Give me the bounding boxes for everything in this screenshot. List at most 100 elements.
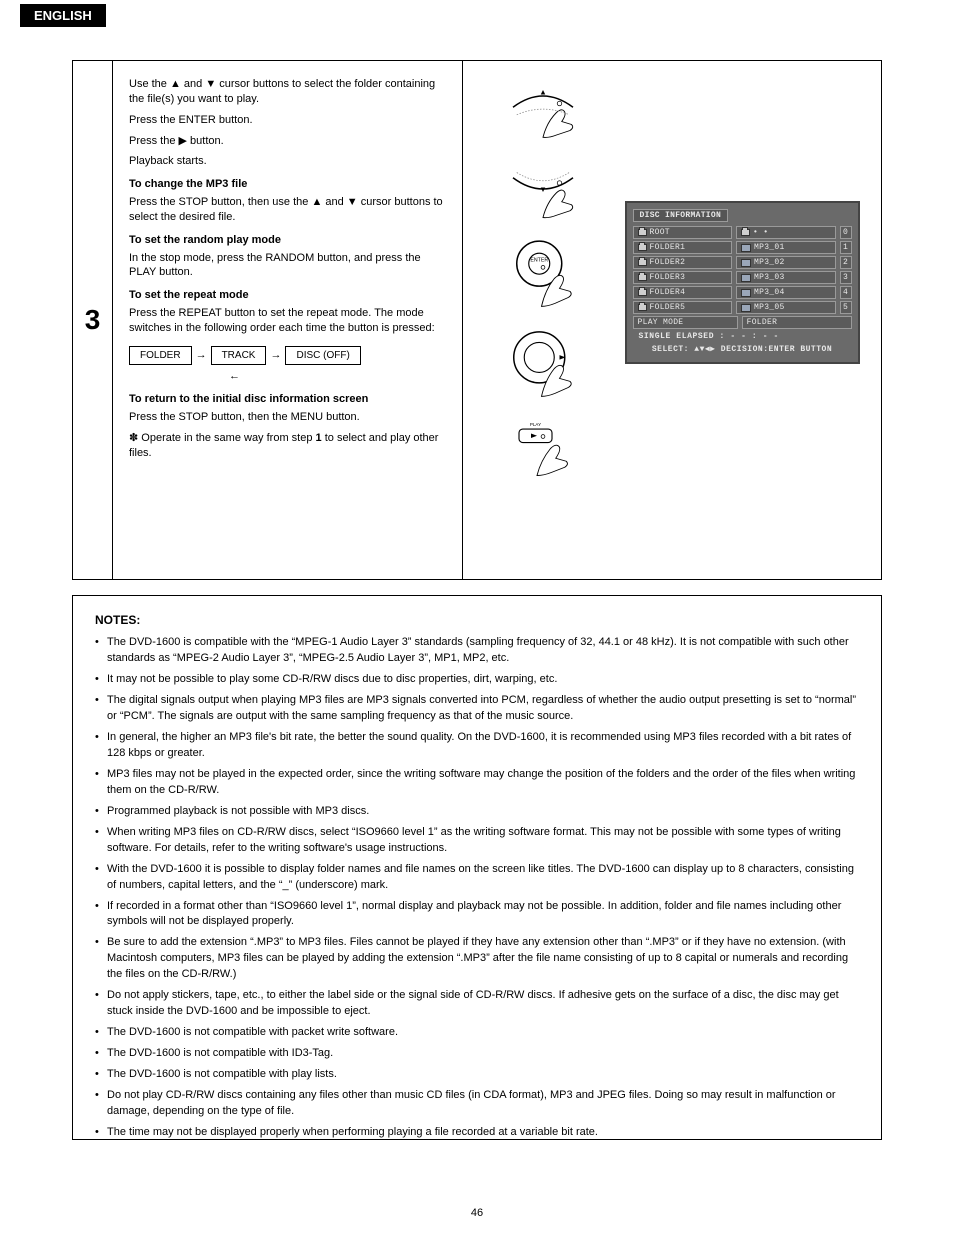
osd-row: FOLDER2 MP3_02 2	[633, 256, 852, 269]
osd-index: 3	[840, 271, 852, 284]
mp3-icon	[741, 304, 751, 312]
osd-folder-cell: FOLDER2	[633, 256, 733, 269]
note-item: The DVD-1600 is not compatible with play…	[95, 1067, 859, 1083]
instr-line: Press the ▶ button.	[129, 134, 446, 149]
osd-index: 5	[840, 301, 852, 314]
notes-frame: NOTES: The DVD-1600 is compatible with t…	[72, 595, 882, 1140]
osd-index: 2	[840, 256, 852, 269]
osd-row: ROOT • • 0	[633, 226, 852, 239]
osd-row: FOLDER1 MP3_01 1	[633, 241, 852, 254]
osd-file-cell: MP3_02	[736, 256, 836, 269]
heading-random-mode: To set the random play mode	[129, 233, 446, 248]
folder-icon	[638, 289, 647, 296]
osd-file-cell: MP3_01	[736, 241, 836, 254]
osd-row: FOLDER3 MP3_03 3	[633, 271, 852, 284]
note-item: It may not be possible to play some CD-R…	[95, 672, 859, 688]
down-triangle-icon: ▼	[347, 196, 358, 208]
instr-line: Press the REPEAT button to set the repea…	[129, 306, 446, 336]
txt: button.	[187, 135, 224, 147]
heading-change-file: To change the MP3 file	[129, 177, 446, 192]
notes-list: The DVD-1600 is compatible with the “MPE…	[95, 635, 859, 1140]
osd-playmode-label: PLAY MODE	[633, 316, 738, 329]
instr-line: Playback starts.	[129, 154, 446, 169]
osd-screen: DISC INFORMATION ROOT • • 0 FOLDER1 MP3_…	[625, 201, 860, 364]
mp3-icon	[741, 244, 751, 252]
txt: MP3_03	[754, 273, 785, 282]
note-item: Programmed playback is not possible with…	[95, 804, 859, 820]
instruction-frame: 3 Use the ▲ and ▼ cursor buttons to sele…	[72, 60, 882, 580]
osd-row: FOLDER4 MP3_04 4	[633, 286, 852, 299]
flow-box: DISC (OFF)	[285, 346, 360, 366]
txt: Press the	[129, 135, 179, 147]
osd-file-cell: MP3_03	[736, 271, 836, 284]
osd-file-cell: • •	[736, 226, 836, 239]
txt: FOLDER3	[650, 273, 686, 282]
arrow-right-icon: →	[270, 348, 281, 363]
osd-row: FOLDER5 MP3_05 5	[633, 301, 852, 314]
osd-title: DISC INFORMATION	[633, 209, 729, 222]
osd-index: 4	[840, 286, 852, 299]
instr-line: Press the STOP button, then the MENU but…	[129, 410, 446, 425]
folder-icon	[638, 304, 647, 311]
note-item: Do not apply stickers, tape, etc., to ei…	[95, 988, 859, 1020]
osd-file-cell: MP3_04	[736, 286, 836, 299]
txt: FOLDER2	[650, 258, 686, 267]
up-triangle-icon: ▲	[311, 196, 322, 208]
txt: MP3_04	[754, 288, 785, 297]
note-item: MP3 files may not be played in the expec…	[95, 767, 859, 799]
osd-index: 1	[840, 241, 852, 254]
note-item: Do not play CD-R/RW discs containing any…	[95, 1088, 859, 1120]
folder-icon	[741, 229, 750, 236]
osd-screen-wrap: DISC INFORMATION ROOT • • 0 FOLDER1 MP3_…	[613, 81, 871, 559]
hand-press-up-icon	[498, 81, 588, 141]
osd-playmode-value: FOLDER	[742, 316, 852, 329]
osd-folder-cell: FOLDER3	[633, 271, 733, 284]
mp3-icon	[741, 259, 751, 267]
repeat-mode-flow: FOLDER → TRACK → DISC (OFF)	[129, 346, 446, 366]
down-triangle-icon: ▼	[205, 78, 216, 90]
txt: FOLDER5	[650, 303, 686, 312]
arrow-left-icon: ←	[229, 369, 446, 384]
hand-press-enter-icon: ENTER	[498, 237, 588, 309]
hand-press-down-icon	[498, 159, 588, 219]
enter-label: ENTER	[530, 257, 548, 263]
mp3-icon	[741, 289, 751, 297]
hand-press-play-side-icon	[498, 327, 588, 399]
txt: and	[322, 196, 346, 208]
note-item: If recorded in a format other than “ISO9…	[95, 899, 859, 931]
note-item: The time may not be displayed properly w…	[95, 1125, 859, 1141]
osd-folder-cell: FOLDER4	[633, 286, 733, 299]
arrow-right-icon: →	[196, 348, 207, 363]
osd-playmode-row: PLAY MODE FOLDER	[633, 316, 852, 329]
play-triangle-icon	[531, 434, 537, 439]
note-item: Be sure to add the extension “.MP3” to M…	[95, 935, 859, 983]
note-item: When writing MP3 files on CD-R/RW discs,…	[95, 825, 859, 857]
notes-heading: NOTES:	[95, 612, 859, 629]
osd-index: 0	[840, 226, 852, 239]
heading-repeat-mode: To set the repeat mode	[129, 288, 446, 303]
note-item: With the DVD-1600 it is possible to disp…	[95, 862, 859, 894]
note-item: The DVD-1600 is not compatible with pack…	[95, 1025, 859, 1041]
play-label: PLAY	[530, 422, 541, 427]
flow-box: TRACK	[211, 346, 267, 366]
folder-icon	[638, 259, 647, 266]
osd-hint: SELECT: ▲▼◀▶ DECISION:ENTER BUTTON	[633, 344, 852, 354]
osd-file-cell: MP3_05	[736, 301, 836, 314]
osd-folder-cell: ROOT	[633, 226, 733, 239]
illustration-column: ENTER PLAY DISC INFORMATION	[463, 61, 881, 579]
txt: and	[181, 78, 205, 90]
play-triangle-icon: ▶	[179, 135, 187, 147]
instr-line: Press the STOP button, then use the ▲ an…	[129, 195, 446, 225]
txt: ✽ Operate in the same way from step	[129, 432, 316, 444]
txt: MP3_05	[754, 303, 785, 312]
mp3-icon	[741, 274, 751, 282]
heading-return-screen: To return to the initial disc informatio…	[129, 392, 446, 407]
step-number: 3	[73, 61, 113, 579]
folder-icon	[638, 274, 647, 281]
txt: • •	[753, 228, 768, 237]
page-number: 46	[0, 1207, 954, 1219]
note-item: The digital signals output when playing …	[95, 693, 859, 725]
hand-press-play-button-icon: PLAY	[498, 417, 588, 477]
folder-icon	[638, 244, 647, 251]
txt: ROOT	[650, 228, 670, 237]
